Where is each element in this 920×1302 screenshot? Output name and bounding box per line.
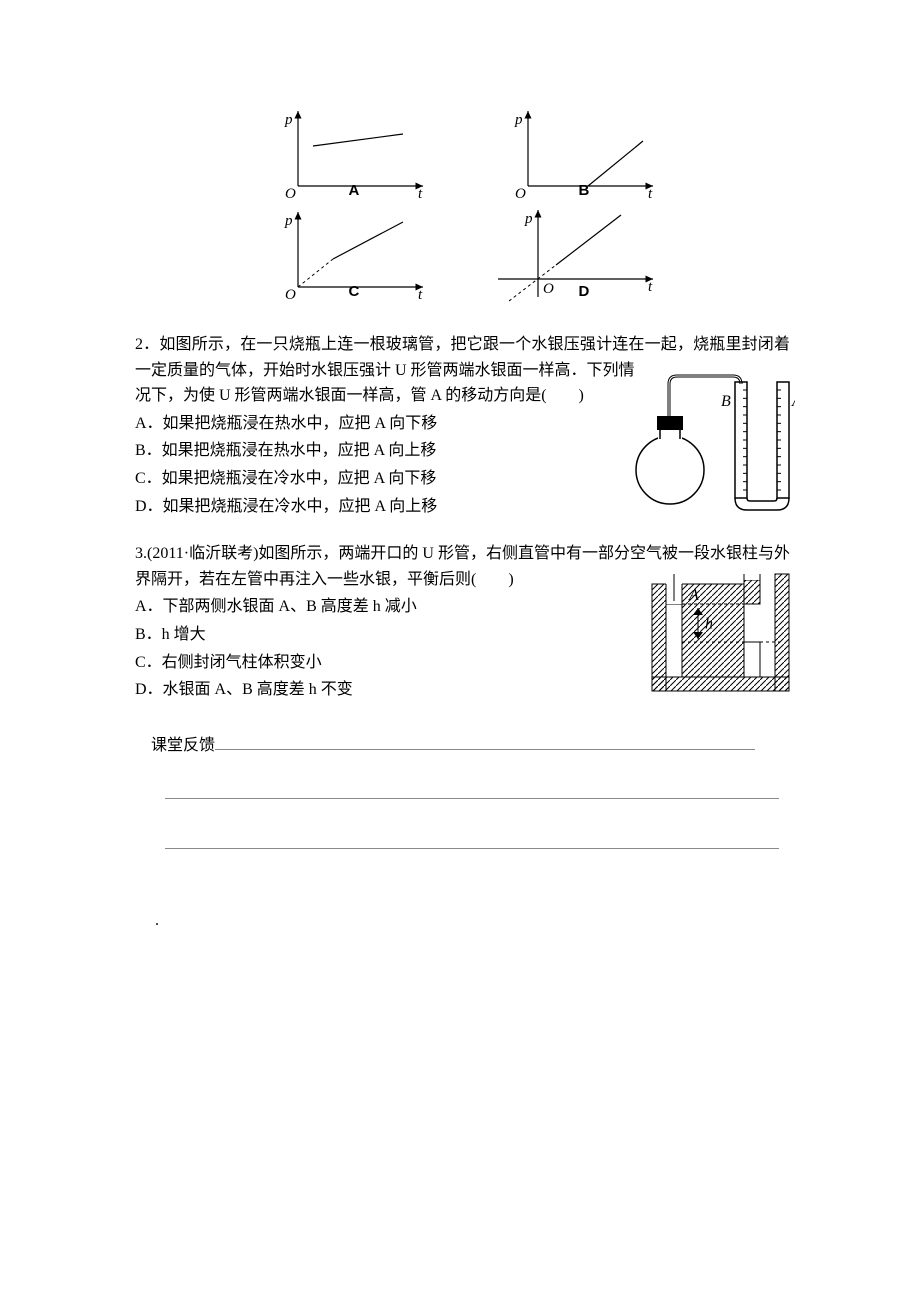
q2-option-C: C．如果把烧瓶浸在冷水中，应把 A 向下移 [135, 466, 610, 492]
feedback-section: 课堂反馈 [135, 733, 790, 858]
q2-option-D: D．如果把烧瓶浸在冷水中，应把 A 向上移 [135, 494, 610, 520]
svg-text:t: t [418, 287, 423, 302]
svg-text:t: t [418, 186, 423, 201]
q3-option-B: B．h 增大 [135, 622, 625, 648]
chart-label-C: C [349, 280, 360, 304]
svg-text:B: B [721, 393, 731, 410]
svg-text:p: p [524, 211, 533, 227]
chart-B: p Ot B [493, 106, 663, 201]
q2-figure: BA [625, 358, 795, 516]
chart-label-D: D [579, 280, 590, 304]
chart-A: p Ot A [263, 106, 433, 201]
chart-row-1: p Ot A p Ot B [135, 106, 790, 201]
chart-row-2: p Ot C p Ot D [135, 207, 790, 302]
trailing-dot: . [135, 908, 790, 934]
svg-text:A: A [791, 393, 795, 410]
question-3: ACBh 3.(2011·临沂联考)如图所示，两端开口的 U 形管，右侧直管中有… [135, 541, 790, 703]
q2-option-B: B．如果把烧瓶浸在热水中，应把 A 向上移 [135, 438, 610, 464]
question-2: BA 2．如图所示，在一只烧瓶上连一根玻璃管，把它跟一个水银压强计连在一起，烧瓶… [135, 332, 790, 519]
chart-label-A: A [349, 179, 360, 203]
q3-option-C: C．右侧封闭气柱体积变小 [135, 650, 625, 676]
q3-option-D: D．水银面 A、B 高度差 h 不变 [135, 677, 625, 703]
svg-text:O: O [515, 186, 526, 201]
svg-text:O: O [285, 287, 296, 302]
q2-option-A: A．如果把烧瓶浸在热水中，应把 A 向下移 [135, 411, 610, 437]
feedback-underline-2 [165, 784, 779, 799]
svg-text:O: O [285, 186, 296, 201]
chart-D: p Ot D [493, 207, 663, 302]
svg-text:t: t [648, 186, 653, 201]
chart-label-B: B [579, 179, 590, 203]
feedback-label: 课堂反馈 [151, 737, 215, 754]
svg-text:h: h [705, 616, 713, 633]
svg-text:p: p [514, 112, 523, 128]
q3-figure: ACBh [640, 566, 790, 701]
feedback-underline-1 [215, 734, 755, 749]
svg-text:p: p [284, 112, 293, 128]
feedback-underline-3 [165, 834, 779, 849]
pt-charts: pOtA pOtB pOtC pOtD [135, 106, 790, 302]
svg-text:p: p [284, 213, 293, 229]
svg-text:A: A [688, 587, 699, 604]
q3-option-A: A．下部两侧水银面 A、B 高度差 h 减小 [135, 594, 625, 620]
chart-C: p Ot C [263, 207, 433, 302]
svg-text:O: O [543, 281, 554, 297]
svg-text:t: t [648, 279, 653, 295]
